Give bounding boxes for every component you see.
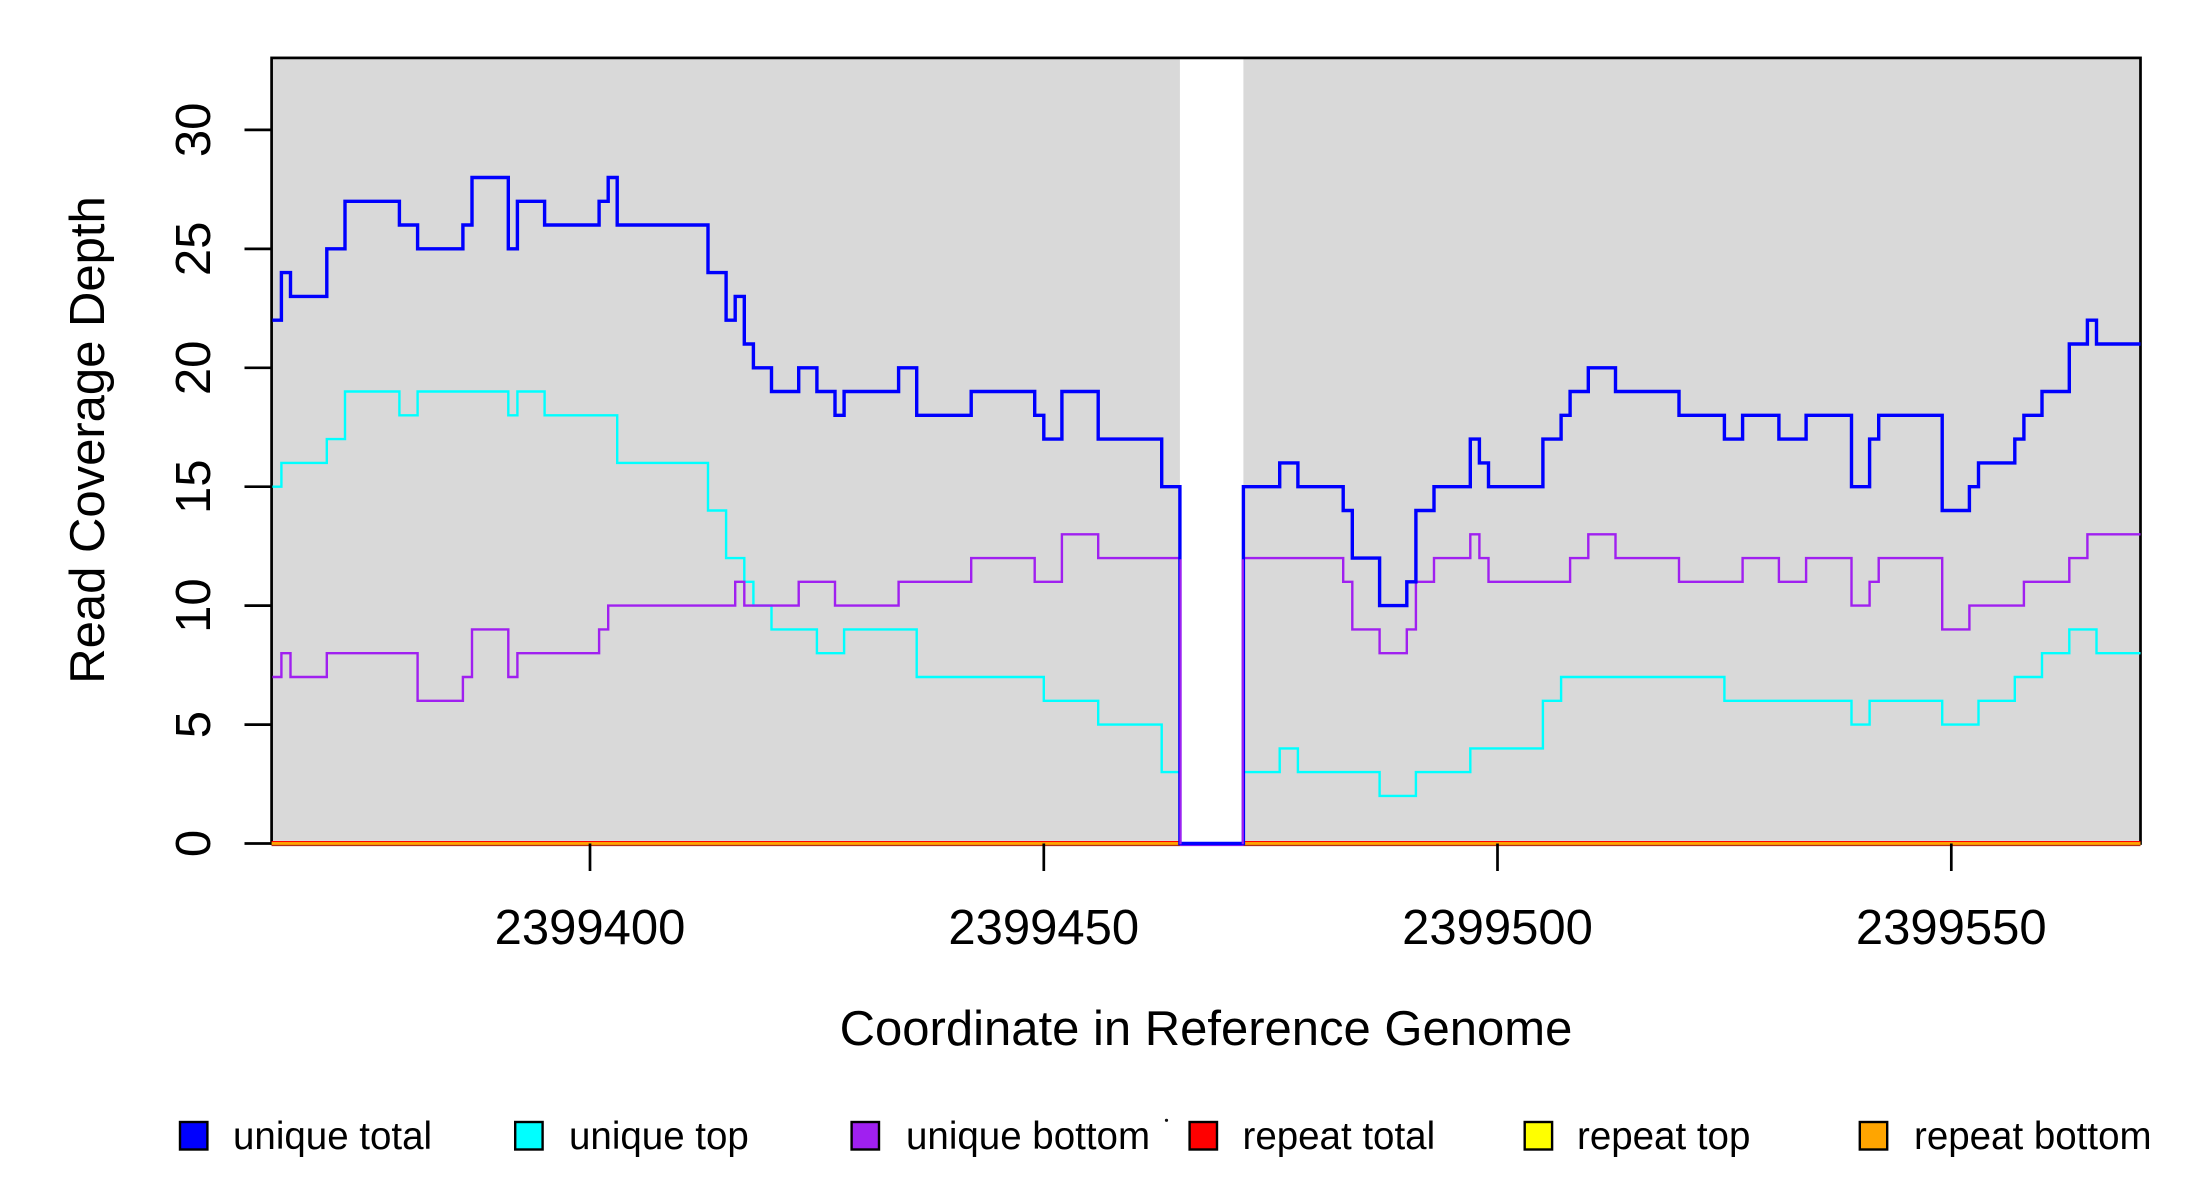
- svg-text:5: 5: [167, 711, 221, 738]
- svg-text:25: 25: [167, 222, 221, 277]
- svg-text:30: 30: [167, 103, 221, 158]
- svg-text:repeat top: repeat top: [1577, 1115, 1750, 1158]
- svg-text:2399400: 2399400: [495, 901, 686, 955]
- svg-text:Read Coverage Depth: Read Coverage Depth: [61, 196, 115, 684]
- svg-text:15: 15: [167, 459, 221, 514]
- svg-text:2399550: 2399550: [1856, 901, 2047, 955]
- svg-text:unique total: unique total: [233, 1115, 432, 1158]
- svg-text:unique top: unique top: [569, 1115, 749, 1158]
- svg-text:repeat bottom: repeat bottom: [1914, 1115, 2152, 1158]
- svg-text:Coordinate in Reference Genome: Coordinate in Reference Genome: [840, 1002, 1573, 1056]
- svg-text:repeat total: repeat total: [1243, 1115, 1436, 1158]
- svg-text:2399450: 2399450: [948, 901, 1139, 955]
- svg-text:unique bottom: unique bottom: [906, 1115, 1150, 1158]
- svg-text:20: 20: [167, 341, 221, 396]
- svg-text:10: 10: [167, 578, 221, 633]
- svg-text:2399500: 2399500: [1402, 901, 1593, 955]
- svg-text:0: 0: [167, 830, 221, 857]
